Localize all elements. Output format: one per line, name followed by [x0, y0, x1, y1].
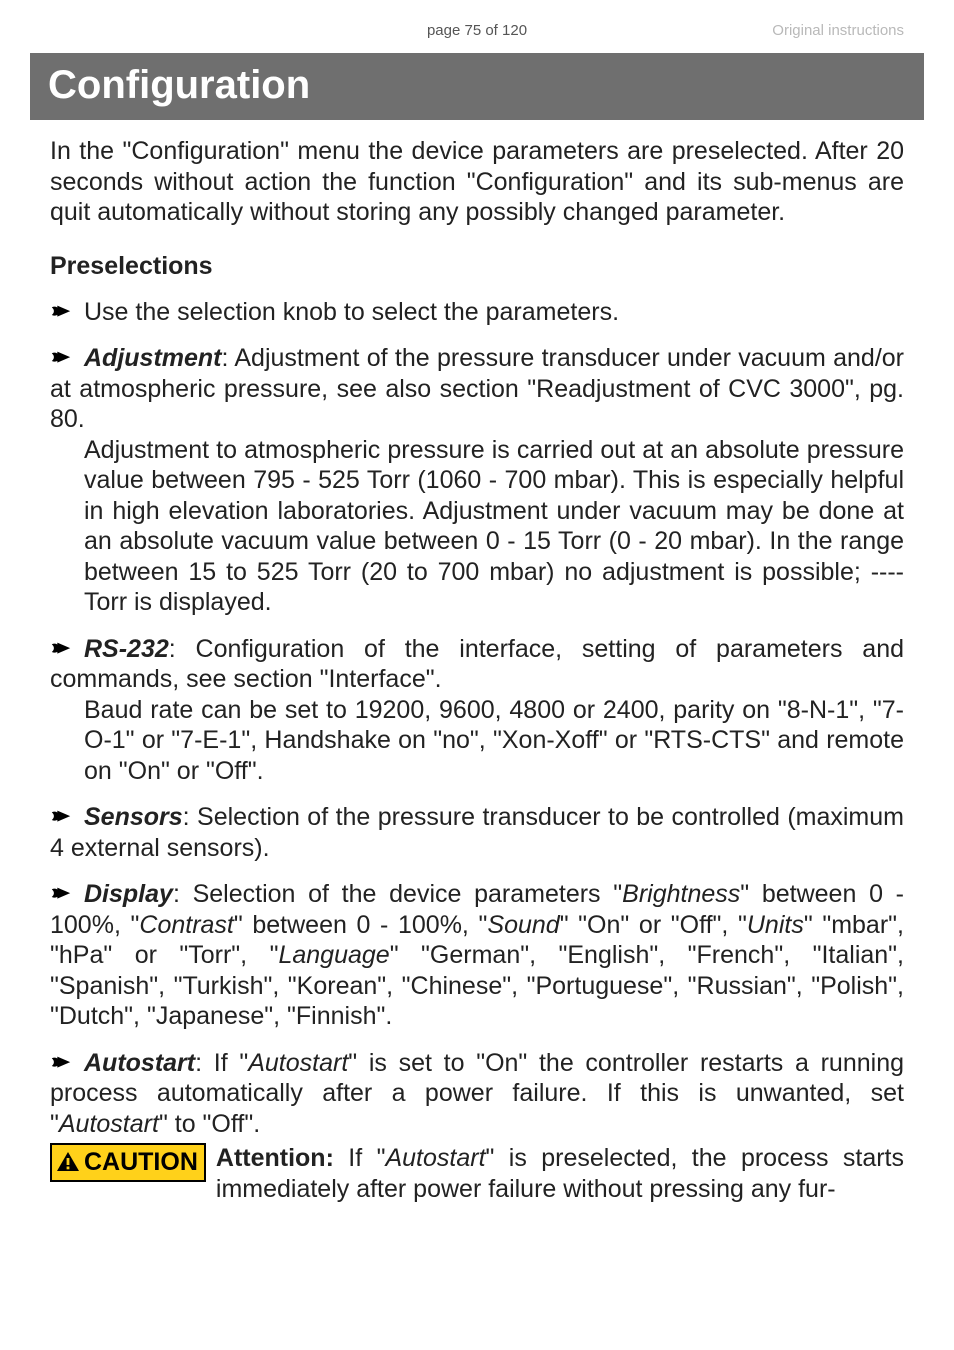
page-header: page 75 of 120 Original instructions [50, 22, 904, 39]
sensors-label: Sensors [84, 803, 183, 831]
warning-icon [56, 1151, 80, 1173]
caution-block: CAUTION Attention: If "Autostart" is pre… [50, 1143, 904, 1204]
header-spacer [50, 22, 270, 39]
item-rs232: RS-232: Configuration of the interface, … [50, 634, 904, 787]
display-mid2: " between 0 - 100%, " [234, 911, 488, 939]
pointer-icon [50, 879, 84, 910]
autostart-a2: Autostart [59, 1110, 159, 1138]
page-indicator: page 75 of 120 [270, 22, 684, 39]
display-pre: : Selection of the device parameters " [173, 880, 622, 908]
caution-text: Attention: If "Autostart" is preselected… [216, 1143, 904, 1204]
item-use-knob: Use the selection knob to select the par… [50, 297, 904, 328]
autostart-pre: : If " [195, 1049, 248, 1077]
display-sound: Sound [487, 911, 559, 939]
pointer-icon [50, 297, 84, 328]
item-adjustment: Adjustment: Adjustment of the pressure t… [50, 343, 904, 618]
section-title: Configuration [30, 53, 924, 120]
caution-label: CAUTION [50, 1143, 206, 1182]
display-units: Units [747, 911, 804, 939]
display-language: Language [278, 941, 389, 969]
adjustment-label: Adjustment [84, 344, 222, 372]
adjustment-text-2: Adjustment to atmospheric pressure is ca… [50, 435, 904, 618]
caution-autostart: Autostart [385, 1144, 485, 1172]
autostart-label: Autostart [84, 1049, 195, 1077]
display-label: Display [84, 880, 173, 908]
header-right-text: Original instructions [684, 22, 904, 39]
item-display: Display: Selection of the device paramet… [50, 879, 904, 1032]
caution-bold: Attention: [216, 1144, 334, 1172]
item-autostart: Autostart: If "Autostart" is set to "On"… [50, 1048, 904, 1140]
item-sensors: Sensors: Selection of the pressure trans… [50, 802, 904, 863]
autostart-post: " to "Off". [159, 1110, 260, 1138]
caution-pre: If " [334, 1144, 386, 1172]
autostart-a1: Autostart [248, 1049, 348, 1077]
caution-label-text: CAUTION [84, 1147, 198, 1178]
pointer-icon [50, 634, 84, 665]
item-use-text: Use the selection knob to select the par… [84, 298, 619, 326]
rs232-label: RS-232 [84, 635, 169, 663]
display-brightness: Brightness [622, 880, 740, 908]
pointer-icon [50, 1048, 84, 1079]
intro-paragraph: In the "Configuration" menu the device p… [50, 136, 904, 228]
pointer-icon [50, 802, 84, 833]
display-mid3: " "On" or "Off", " [560, 911, 747, 939]
display-contrast: Contrast [139, 911, 233, 939]
rs232-text-2: Baud rate can be set to 19200, 9600, 480… [50, 695, 904, 787]
preselections-heading: Preselections [50, 252, 904, 281]
rs232-text-1: : Configuration of the interface, settin… [50, 635, 904, 694]
pointer-icon [50, 343, 84, 374]
